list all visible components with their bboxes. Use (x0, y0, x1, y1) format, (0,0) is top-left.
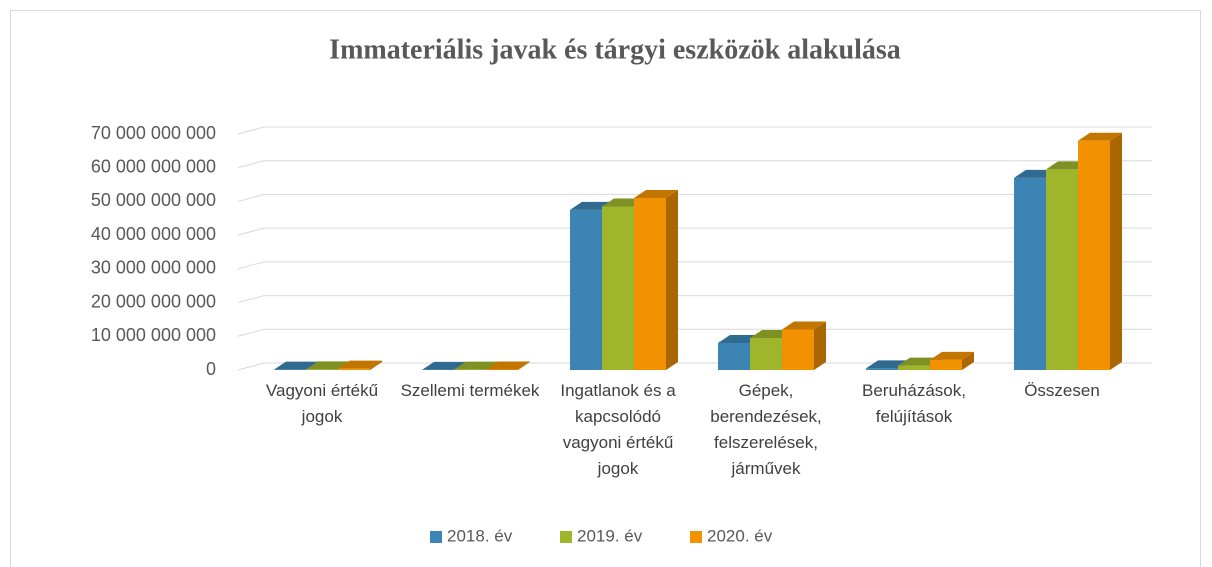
y-tick-label: 10 000 000 000 (91, 325, 216, 345)
bar-face (718, 343, 750, 370)
grid-line (237, 160, 1152, 169)
bar-face (370, 360, 382, 370)
grid-line (237, 126, 1152, 135)
bar-face (782, 321, 826, 330)
grid-line (237, 193, 1152, 202)
bar-face (1046, 169, 1078, 370)
bar-face (866, 368, 898, 370)
bar-face (486, 361, 530, 370)
y-tick-label: 20 000 000 000 (91, 291, 216, 311)
bar-face (930, 359, 962, 370)
bar-face (570, 209, 602, 370)
legend-swatch (690, 531, 702, 543)
bar-face (306, 369, 338, 370)
bar-face (338, 360, 382, 369)
bar-face (782, 329, 814, 370)
grid-line (237, 261, 1152, 270)
bar-face (666, 190, 678, 370)
bar (338, 360, 382, 370)
legend-swatch (560, 531, 572, 543)
bar-face (486, 369, 518, 370)
bar-face (1078, 140, 1110, 370)
bar-face (930, 351, 974, 360)
bar-face (454, 361, 498, 370)
bar-face (338, 368, 370, 370)
x-tick-label: Gépek, berendezések, felszerelések, járm… (710, 381, 822, 478)
chart-title: Immateriális javak és tárgyi eszközök al… (329, 34, 901, 65)
bar-face (750, 337, 782, 370)
grid-line (237, 362, 1152, 371)
bar-face (898, 365, 930, 370)
x-tick-label: Vagyoni értékű jogok (265, 381, 379, 426)
y-tick-label: 40 000 000 000 (91, 224, 216, 244)
x-tick-label: Szellemi termékek (400, 381, 540, 400)
y-tick-label: 0 (206, 359, 216, 379)
x-tick-label: Ingatlanok és a kapcsolódó vagyoni érték… (560, 381, 676, 478)
bar-face (814, 321, 826, 370)
bar (1078, 132, 1122, 370)
bar (486, 361, 530, 370)
x-tick-label: Beruházások, felújítások (862, 381, 966, 426)
bar (634, 190, 678, 370)
legend-label: 2020. év (707, 526, 773, 545)
grid-line (237, 227, 1152, 236)
grid-line (237, 295, 1152, 304)
bar-face (634, 198, 666, 370)
bar (782, 321, 826, 370)
legend-label: 2018. év (447, 526, 513, 545)
bar-face (1110, 132, 1122, 370)
grid-line (237, 328, 1152, 337)
bar-face (518, 361, 530, 370)
y-tick-label: 30 000 000 000 (91, 258, 216, 278)
legend-label: 2019. év (577, 526, 643, 545)
bar-face (602, 206, 634, 370)
bar-face (274, 361, 318, 370)
bar (930, 351, 974, 370)
x-tick-label: Összesen (1024, 381, 1100, 400)
bar-face (1014, 177, 1046, 370)
y-tick-label: 70 000 000 000 (91, 123, 216, 143)
bar-face (306, 361, 350, 370)
y-tick-label: 60 000 000 000 (91, 156, 216, 176)
y-tick-label: 50 000 000 000 (91, 190, 216, 210)
legend-swatch (430, 531, 442, 543)
bar-face (634, 190, 678, 199)
bar-face (962, 351, 974, 370)
bar-face (422, 361, 466, 370)
bar-face (1078, 132, 1122, 141)
